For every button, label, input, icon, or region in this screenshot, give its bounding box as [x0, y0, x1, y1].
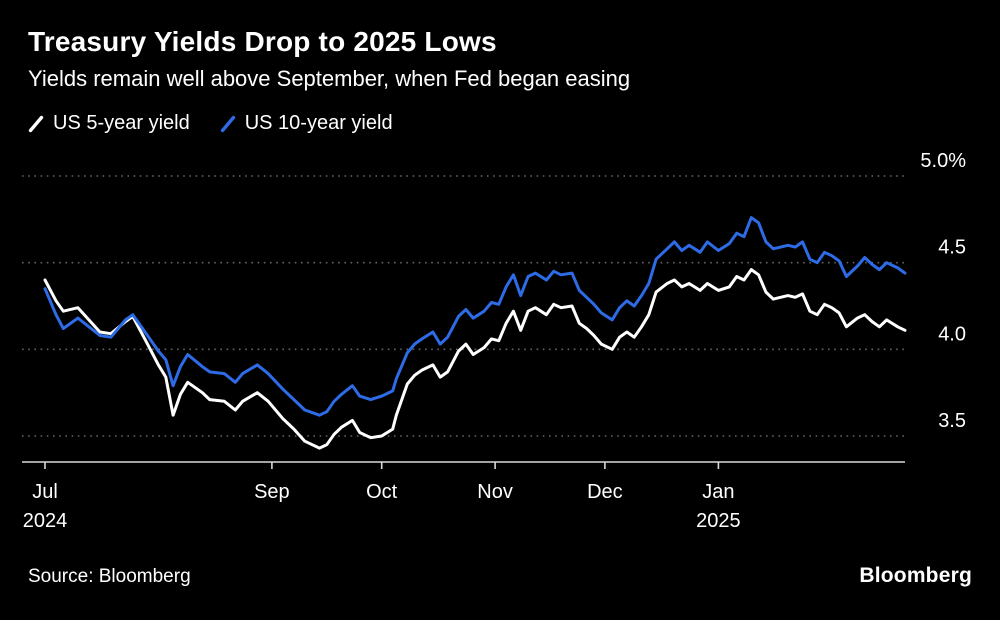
x-axis-year-label: 2025: [696, 510, 741, 532]
y-axis-label: 4.0: [938, 323, 966, 345]
x-axis-label: Sep: [254, 481, 290, 503]
y-axis-label: 3.5: [938, 410, 966, 432]
x-axis-label: Dec: [587, 481, 623, 503]
legend-label-5yr: US 5-year yield: [53, 112, 190, 134]
chart-header: Treasury Yields Drop to 2025 Lows Yields…: [28, 26, 630, 93]
y-axis-label: 4.5: [938, 237, 966, 259]
bloomberg-logo: Bloomberg: [859, 564, 972, 587]
legend-item-5yr: US 5-year yield: [28, 112, 190, 135]
x-axis-year-label: 2024: [23, 510, 68, 532]
source-note: Source: Bloomberg: [28, 566, 191, 587]
x-axis-label: Jan: [702, 481, 734, 503]
chart-footer: Source: Bloomberg Bloomberg: [28, 564, 972, 588]
chart-title: Treasury Yields Drop to 2025 Lows: [28, 26, 497, 57]
line-swatch-5yr-icon: [28, 115, 44, 133]
x-axis-label: Oct: [366, 481, 398, 503]
chart-legend: US 5-year yield US 10-year yield: [28, 112, 393, 135]
legend-item-10yr: US 10-year yield: [220, 112, 393, 135]
y-axis-label: 5.0%: [920, 150, 966, 172]
x-axis-label: Nov: [477, 481, 513, 503]
series-line-5yr: [43, 268, 907, 450]
line-swatch-10yr-icon: [220, 115, 236, 133]
x-axis-label: Jul: [32, 481, 58, 503]
series-line-10yr: [43, 216, 907, 417]
chart-subtitle: Yields remain well above September, when…: [28, 66, 631, 92]
legend-label-10yr: US 10-year yield: [244, 112, 393, 134]
